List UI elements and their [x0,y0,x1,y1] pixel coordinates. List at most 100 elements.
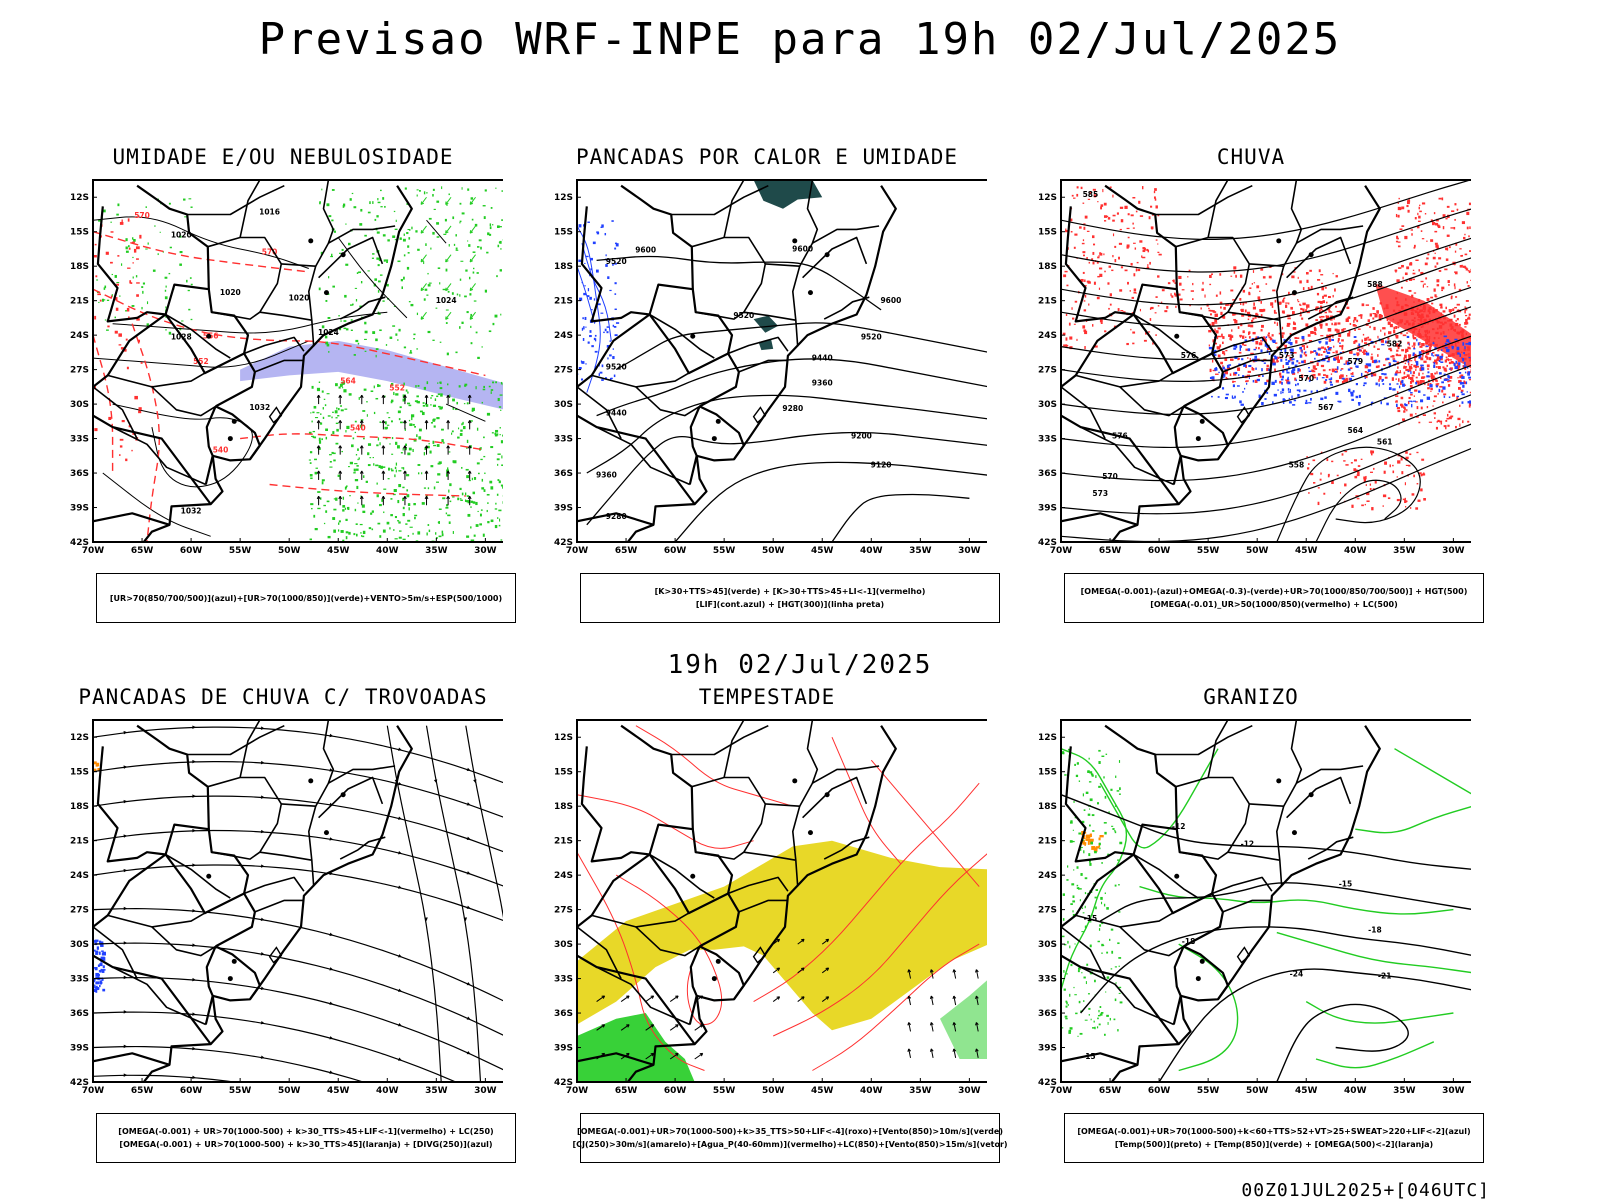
lon-tick-label: 35W [1393,546,1416,556]
lon-tick-label: 50W [1246,546,1269,556]
contour-label: 1020 [289,294,310,303]
lat-tick-label: 18S [554,802,573,812]
lat-tick-label: 30S [1038,400,1057,410]
contour-label: -12 [1241,839,1255,848]
legend-line: [OMEGA(-0.001) + UR>70(1000-500) + k>30_… [119,1138,492,1151]
contour-label: -21 [1378,972,1392,981]
lat-tick-label: 36S [70,469,89,479]
lat-tick-label: 12S [70,193,89,203]
lon-tick-label: 70W [1050,546,1073,556]
weather-map: 1016102010201024102810321032102010245525… [63,170,503,570]
lat-tick-label: 30S [1038,940,1057,950]
legend-box: [OMEGA(-0.001)+UR>70(1000-500)+k<60+TTS>… [1064,1113,1484,1163]
lat-tick-label: 27S [70,906,89,916]
lat-tick-label: 12S [554,193,573,203]
contour-label: 561 [1377,437,1393,446]
lat-tick-label: 15S [70,768,89,778]
lat-tick-label: 12S [1038,733,1057,743]
lon-tick-label: 70W [1050,1086,1073,1096]
lat-tick-label: 33S [70,435,89,445]
lat-tick-label: 27S [1038,906,1057,916]
lat-tick-label: 24S [554,871,573,881]
lon-tick-label: 40W [1344,546,1367,556]
legend-line: [UR>70(850/700/500)](azul)+[UR>70(1000/8… [110,592,502,605]
legend-line: [K>30+TTS>45](verde) + [K>30+TTS>45+LI<-… [655,585,926,598]
lon-tick-label: 40W [376,1086,399,1096]
lon-tick-label: 40W [1344,1086,1367,1096]
contour-label: 9520 [606,257,627,266]
lon-tick-label: 30W [958,1086,981,1096]
lat-tick-label: 21S [1038,297,1057,307]
lat-tick-label: 39S [554,1044,573,1054]
lon-tick-label: 30W [1442,1086,1465,1096]
lat-tick-label: 33S [554,975,573,985]
lon-tick-label: 60W [1148,1086,1171,1096]
lon-tick-label: 35W [425,546,448,556]
lat-tick-label: 15S [70,228,89,238]
lat-tick-label: 12S [554,733,573,743]
legend-line: [OMEGA(-0.01)_UR>50(1000/850)(vermelho) … [1150,598,1398,611]
legend-box: [OMEGA(-0.001)+UR>70(1000-500)+k>35_TTS>… [580,1113,1000,1163]
contour-label: 1024 [436,296,457,305]
lat-tick-label: 27S [554,906,573,916]
lat-tick-label: 15S [1038,228,1057,238]
lon-tick-label: 55W [229,546,252,556]
lat-tick-label: 30S [554,400,573,410]
lon-tick-label: 65W [131,1086,154,1096]
lon-tick-label: 45W [1295,546,1318,556]
lon-tick-label: 45W [327,546,350,556]
lon-tick-label: 55W [229,1086,252,1096]
lon-tick-label: 40W [860,1086,883,1096]
lat-tick-label: 33S [1038,975,1057,985]
lon-tick-label: 40W [376,546,399,556]
lon-tick-label: 60W [180,546,203,556]
lat-tick-label: 33S [70,975,89,985]
contour-label: 570 [134,211,150,220]
legend-line: [OMEGA(-0.001)-(azul)+OMEGA(-0.3)-(verde… [1081,585,1468,598]
lon-tick-label: 65W [615,1086,638,1096]
lat-tick-label: 39S [554,504,573,514]
contour-label: 540 [213,445,229,454]
lon-tick-label: 40W [860,546,883,556]
legend-line: [LIF](cont.azul) + [HGT(300)](linha pret… [696,598,884,611]
lon-tick-label: 55W [713,1086,736,1096]
panel-title: CHUVA [1031,145,1471,169]
lat-tick-label: 27S [1038,366,1057,376]
lon-tick-label: 50W [762,1086,785,1096]
legend-line: [CJ(250)>30m/s](amarelo)+[Agua_P(40-60mm… [572,1138,1007,1151]
lat-tick-label: 18S [1038,802,1057,812]
lat-tick-label: 21S [70,297,89,307]
contour-label: 573 [1279,351,1295,360]
contour-label: -18 [1368,926,1382,935]
lon-tick-label: 65W [131,546,154,556]
contour-label: 1032 [249,403,270,412]
lat-tick-label: 12S [70,733,89,743]
lat-tick-label: 24S [70,331,89,341]
lat-tick-label: 30S [554,940,573,950]
lon-tick-label: 45W [811,546,834,556]
panel-title: TEMPESTADE [547,685,987,709]
lat-tick-label: 21S [554,837,573,847]
lat-tick-label: 21S [554,297,573,307]
lon-tick-label: 70W [82,1086,105,1096]
contour-label: 9600 [880,296,901,305]
lat-tick-label: 27S [554,366,573,376]
lat-tick-label: 24S [1038,331,1057,341]
contour-label: 567 [1318,403,1334,412]
lon-tick-label: 50W [762,546,785,556]
lat-tick-label: 39S [70,1044,89,1054]
lon-tick-label: 70W [566,546,589,556]
lon-tick-label: 30W [474,1086,497,1096]
lon-tick-label: 60W [180,1086,203,1096]
contour-label: 1020 [220,288,241,297]
contour-label: 558 [1289,460,1305,469]
contour-label: 9120 [871,460,892,469]
lat-tick-label: 39S [70,504,89,514]
lon-tick-label: 30W [474,546,497,556]
lon-tick-label: 70W [566,1086,589,1096]
